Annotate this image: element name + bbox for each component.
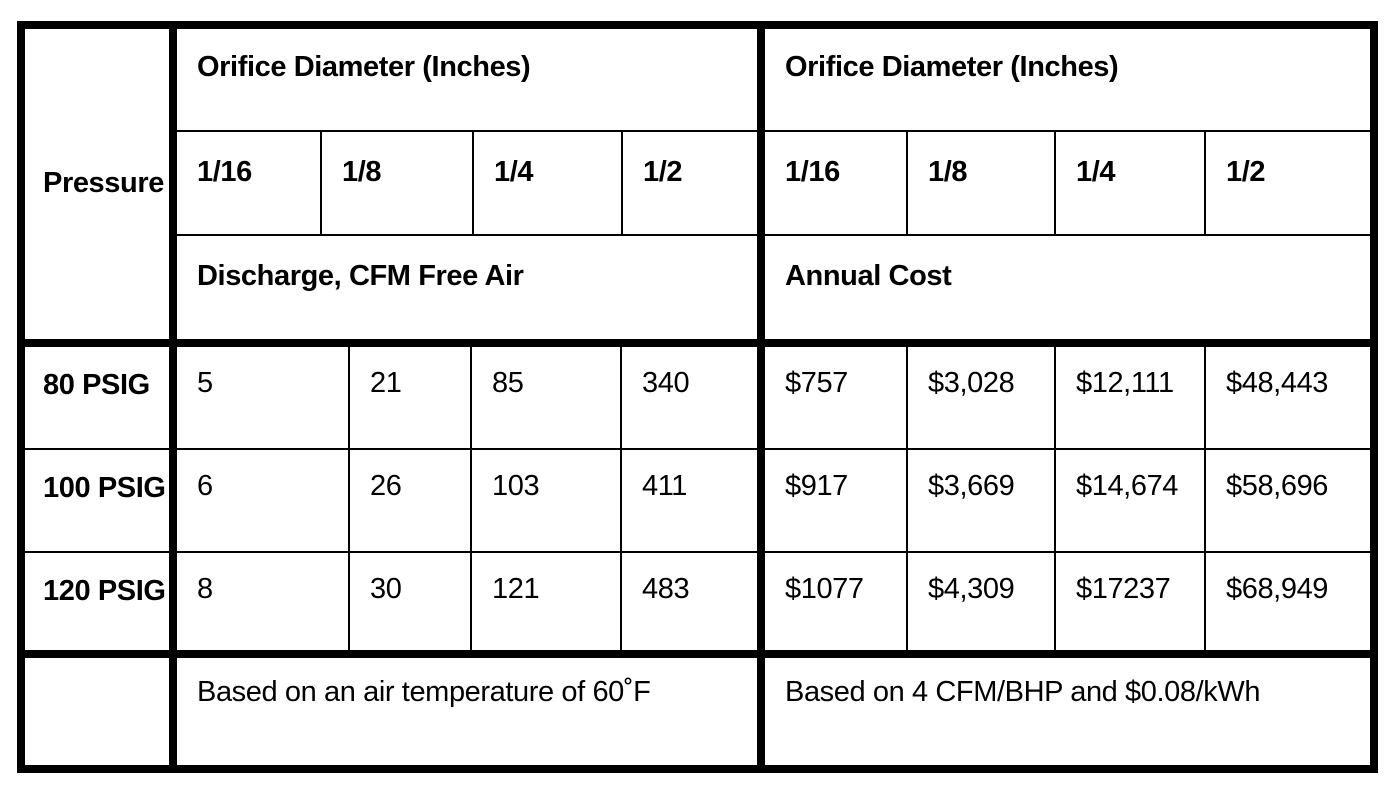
data-cell: $48,443 [1226, 367, 1329, 399]
column-header-cell: 1/16 [177, 132, 322, 234]
discharge-header-section: Orifice Diameter (Inches) 1/16 1/8 1/4 1… [177, 29, 765, 339]
data-cell: $1077 [765, 553, 908, 650]
data-cell: 26 [350, 450, 472, 551]
data-cell: 103 [472, 450, 622, 551]
data-cell: 340 [642, 367, 690, 399]
data-cell: 483 [642, 573, 690, 605]
table-row: $757 $3,028 $12,111 $48,443 [765, 347, 1370, 450]
annual-cost-data-section: $757 $3,028 $12,111 $48,443 $917 $3,669 … [765, 347, 1370, 650]
annual-cost-section-label: Annual Cost [785, 260, 952, 292]
annual-cost-footnote: Based on 4 CFM/BHP and $0.08/kWh [785, 676, 1261, 708]
data-cell: $17237 [1056, 553, 1206, 650]
table-row: 5 21 85 340 [177, 347, 757, 450]
column-header-cell: 1/8 [908, 132, 1056, 234]
empty-footer-cell [25, 658, 177, 765]
orifice-size-header-row-left: 1/16 1/8 1/4 1/2 [177, 132, 757, 236]
annual-cost-header-section: Orifice Diameter (Inches) 1/16 1/8 1/4 1… [765, 29, 1370, 339]
discharge-data-section: 5 21 85 340 6 26 103 411 8 30 121 483 [177, 347, 765, 650]
orifice-size-header-row-right: 1/16 1/8 1/4 1/2 [765, 132, 1370, 236]
column-header-cell: 1/2 [1226, 156, 1266, 188]
orifice-diameter-header-right: Orifice Diameter (Inches) [765, 29, 1370, 132]
data-cell: 121 [472, 553, 622, 650]
pressure-column-header: Pressure [25, 29, 177, 339]
data-cell: 85 [472, 347, 622, 448]
data-cell: $3,669 [908, 450, 1056, 551]
data-cell: $12,111 [1056, 347, 1206, 448]
row-header-cell: 120 PSIG [43, 575, 166, 607]
data-cell: $14,674 [1056, 450, 1206, 551]
header-band: Pressure Orifice Diameter (Inches) 1/16 … [25, 29, 1370, 339]
orifice-discharge-cost-table: Pressure Orifice Diameter (Inches) 1/16 … [17, 21, 1378, 773]
data-cell: $68,949 [1226, 573, 1329, 605]
table-row: $1077 $4,309 $17237 $68,949 [765, 553, 1370, 650]
column-header-cell: 1/2 [643, 156, 683, 188]
data-band: 80 PSIG 100 PSIG 120 PSIG 5 21 85 340 6 … [25, 339, 1370, 650]
data-cell: 8 [177, 553, 350, 650]
orifice-diameter-header-left: Orifice Diameter (Inches) [177, 29, 757, 132]
data-cell: 6 [177, 450, 350, 551]
discharge-footnote: Based on an air temperature of 60˚F [177, 658, 765, 765]
column-header-cell: 1/16 [765, 132, 908, 234]
column-header-cell: 1/4 [1056, 132, 1206, 234]
data-cell: $3,028 [908, 347, 1056, 448]
table-row: 6 26 103 411 [177, 450, 757, 553]
data-cell: 5 [177, 347, 350, 448]
table-row: 8 30 121 483 [177, 553, 757, 650]
data-cell: 21 [350, 347, 472, 448]
data-cell: 30 [350, 553, 472, 650]
pressure-header-cell: Pressure [43, 167, 164, 200]
row-header-cell: 80 PSIG [25, 347, 169, 450]
data-cell: $4,309 [908, 553, 1056, 650]
column-header-cell: 1/4 [474, 132, 623, 234]
discharge-section-label: Discharge, CFM Free Air [197, 260, 524, 292]
table-row: $917 $3,669 $14,674 $58,696 [765, 450, 1370, 553]
footnote-band: Based on an air temperature of 60˚F Base… [25, 650, 1370, 765]
row-header-cell: 100 PSIG [25, 450, 169, 553]
data-cell: $58,696 [1226, 470, 1329, 502]
data-cell: 411 [642, 470, 688, 502]
pressure-row-headers: 80 PSIG 100 PSIG 120 PSIG [25, 347, 177, 650]
data-cell: $917 [765, 450, 908, 551]
data-cell: $757 [765, 347, 908, 448]
column-header-cell: 1/8 [322, 132, 474, 234]
